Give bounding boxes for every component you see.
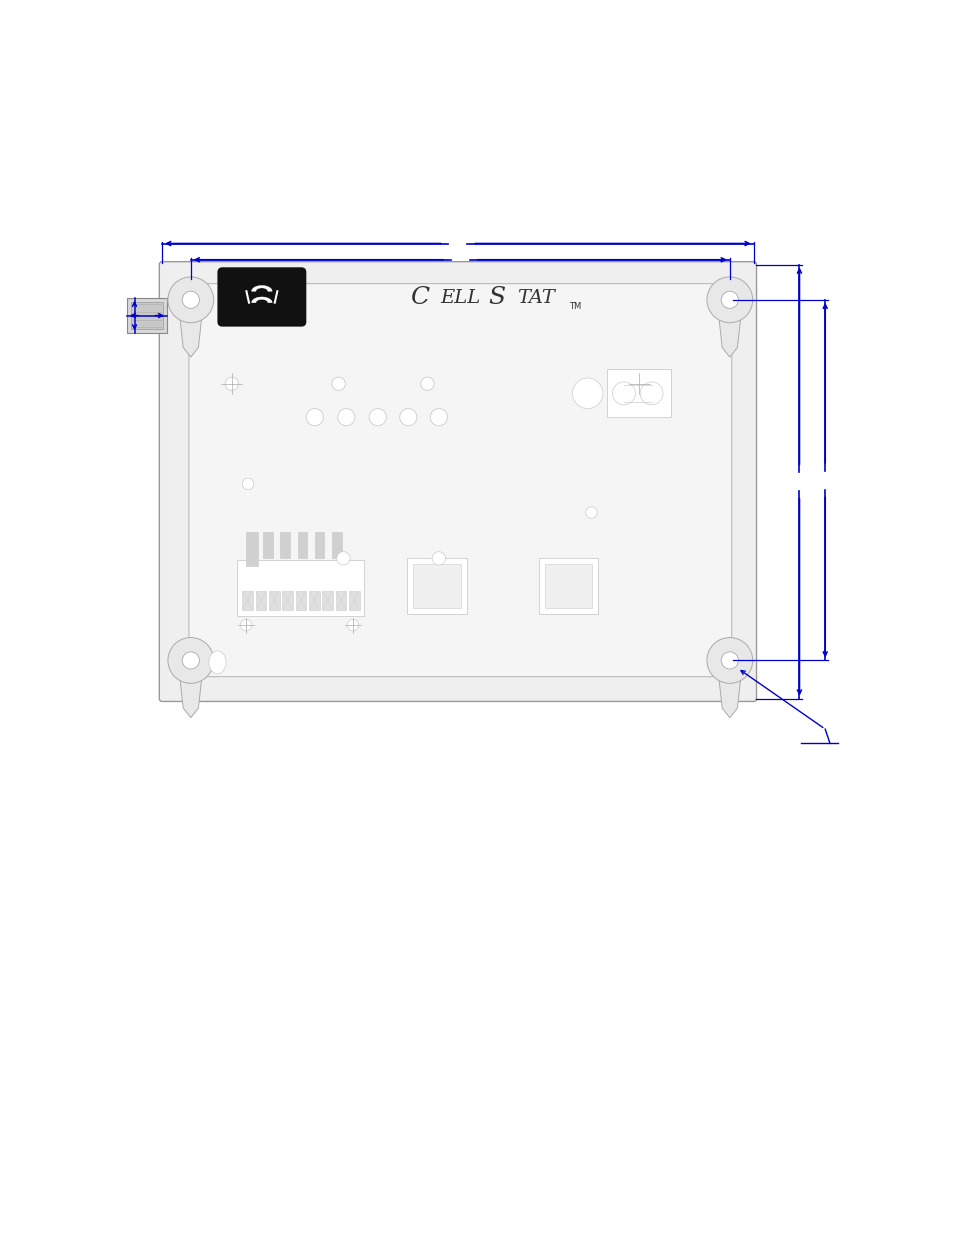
Polygon shape xyxy=(717,664,741,718)
Bar xyxy=(297,531,307,558)
Bar xyxy=(269,590,279,610)
Circle shape xyxy=(432,552,445,566)
Circle shape xyxy=(336,552,350,566)
Circle shape xyxy=(612,382,635,405)
Circle shape xyxy=(332,377,345,390)
Bar xyxy=(127,298,167,333)
Text: TAT: TAT xyxy=(517,289,555,308)
Polygon shape xyxy=(717,304,741,357)
Circle shape xyxy=(706,277,752,322)
Text: TM: TM xyxy=(568,303,580,311)
Ellipse shape xyxy=(209,651,226,674)
Bar xyxy=(309,590,319,610)
Bar xyxy=(335,590,346,610)
Bar xyxy=(407,558,466,614)
Bar xyxy=(538,558,598,614)
Bar xyxy=(246,531,257,566)
Circle shape xyxy=(225,377,238,390)
Circle shape xyxy=(639,382,662,405)
FancyBboxPatch shape xyxy=(218,268,305,326)
Polygon shape xyxy=(252,296,272,303)
Bar xyxy=(263,531,273,558)
Circle shape xyxy=(182,652,199,669)
Bar xyxy=(280,531,290,558)
Bar xyxy=(322,590,333,610)
Circle shape xyxy=(347,620,358,631)
Circle shape xyxy=(168,637,213,683)
Circle shape xyxy=(720,652,738,669)
Circle shape xyxy=(399,409,416,426)
Text: C: C xyxy=(410,287,429,310)
Circle shape xyxy=(168,277,213,322)
Bar xyxy=(314,531,324,558)
Circle shape xyxy=(632,377,645,390)
Circle shape xyxy=(182,291,199,309)
Bar xyxy=(255,590,266,610)
Bar xyxy=(413,564,460,608)
Circle shape xyxy=(306,409,323,426)
Circle shape xyxy=(572,378,602,409)
Circle shape xyxy=(337,409,355,426)
Bar xyxy=(332,531,341,558)
Polygon shape xyxy=(178,664,203,718)
Bar xyxy=(295,590,306,610)
Circle shape xyxy=(242,478,253,489)
Circle shape xyxy=(706,637,752,683)
Bar xyxy=(544,564,592,608)
FancyBboxPatch shape xyxy=(159,262,756,701)
Circle shape xyxy=(369,409,386,426)
Text: S: S xyxy=(488,287,505,310)
Bar xyxy=(236,561,364,615)
Circle shape xyxy=(430,409,447,426)
Bar xyxy=(282,590,293,610)
Polygon shape xyxy=(252,285,272,291)
Bar xyxy=(606,369,670,417)
Circle shape xyxy=(240,620,252,631)
Bar xyxy=(349,590,359,610)
Bar xyxy=(131,301,163,330)
Circle shape xyxy=(585,506,597,519)
Text: ELL: ELL xyxy=(440,289,480,308)
Circle shape xyxy=(420,377,434,390)
Polygon shape xyxy=(178,304,203,357)
Bar xyxy=(242,590,253,610)
FancyBboxPatch shape xyxy=(189,284,731,677)
Circle shape xyxy=(720,291,738,309)
